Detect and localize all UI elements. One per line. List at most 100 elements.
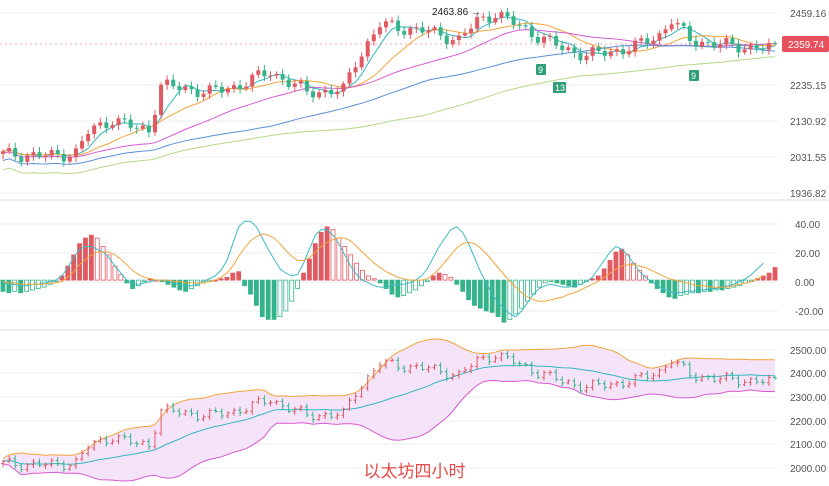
candle-body	[584, 55, 589, 61]
macd-tick-label: 40.00	[795, 220, 820, 231]
candle-body	[444, 35, 449, 45]
price-candle	[37, 147, 42, 160]
ohlc-bar	[529, 361, 534, 377]
price-candle	[663, 25, 668, 39]
ohlc-bar	[116, 434, 121, 445]
candle-body	[49, 150, 54, 156]
candle-body	[335, 91, 340, 95]
macd-histogram-bar	[301, 272, 306, 281]
macd-histogram-bar	[560, 279, 566, 285]
price-candle	[426, 25, 431, 38]
ohlc-bar	[359, 385, 364, 399]
macd-histogram-bar	[100, 246, 106, 281]
price-candle	[505, 7, 510, 20]
ohlc-bar	[687, 361, 692, 379]
candle-body	[298, 80, 303, 84]
price-candle	[140, 121, 145, 131]
candle-body	[201, 93, 206, 97]
candle-body	[645, 38, 650, 44]
candle-body	[487, 16, 492, 23]
candle-body	[554, 36, 559, 46]
ohlc-bar	[371, 367, 376, 379]
candle-body	[700, 41, 705, 47]
moving-average-line	[2, 44, 776, 165]
ohlc-bar	[37, 458, 42, 468]
ohlc-bar	[298, 404, 303, 412]
candle-body	[159, 84, 164, 115]
ohlc-bar	[268, 400, 273, 407]
ohlc-bar	[67, 464, 72, 471]
candle-body	[529, 26, 534, 38]
price-candle	[298, 77, 303, 88]
ohlc-bar	[621, 379, 626, 390]
price-candle	[481, 12, 486, 22]
macd-histogram-bar	[666, 279, 672, 298]
ohlc-bar	[201, 414, 206, 422]
candle-body	[766, 42, 771, 50]
candle-body	[19, 156, 24, 163]
price-candle	[712, 37, 717, 51]
price-candle	[365, 38, 370, 62]
candle-body	[286, 79, 291, 87]
macd-histogram-bar	[619, 248, 625, 281]
macd-dea-line	[2, 233, 764, 302]
price-candle	[61, 149, 66, 167]
price-candle	[760, 43, 765, 54]
price-candle	[116, 115, 121, 131]
price-candle	[73, 144, 78, 163]
ohlc-bar	[122, 432, 127, 440]
price-candle	[700, 37, 705, 50]
macd-tick-label: -20.00	[795, 307, 824, 318]
candle-body	[195, 89, 200, 97]
ohlc-bar	[110, 438, 115, 445]
candle-body	[633, 40, 638, 52]
macd-histogram-bar	[342, 246, 348, 281]
price-candle	[706, 39, 711, 48]
candle-body	[116, 118, 121, 126]
macd-histogram-bar	[613, 251, 619, 281]
boll-tick-label: 2000.00	[790, 464, 827, 475]
candle-body	[718, 44, 723, 48]
ohlc-bar	[195, 410, 200, 423]
price-candle	[335, 87, 340, 99]
macd-histogram-bar	[383, 279, 389, 289]
ohlc-bar	[481, 354, 486, 360]
ohlc-bar	[554, 368, 559, 382]
macd-histogram-bar	[477, 279, 483, 309]
candle-body	[681, 23, 686, 26]
sequential-count-label: 13	[555, 83, 565, 93]
price-candle	[621, 44, 626, 59]
price-candle	[286, 74, 291, 90]
price-candle	[122, 113, 127, 124]
ohlc-bar	[633, 373, 638, 388]
price-candle	[359, 52, 364, 71]
candle-body	[438, 27, 443, 36]
candle-body	[98, 122, 103, 126]
price-candle	[487, 11, 492, 28]
ohlc-bar	[493, 355, 498, 364]
price-candle	[347, 67, 352, 87]
macd-histogram-bar	[572, 279, 578, 288]
ohlc-bar	[365, 374, 370, 392]
ohlc-bar	[341, 407, 346, 419]
candle-body	[371, 34, 376, 42]
candle-body	[80, 141, 85, 149]
candle-body	[493, 17, 498, 23]
price-candle	[432, 24, 437, 34]
ohlc-bar	[475, 355, 480, 370]
price-candle	[67, 154, 72, 165]
macd-histogram-bar	[566, 279, 572, 287]
ohlc-bar	[329, 410, 334, 420]
last-price-label: 2359.74	[788, 40, 825, 51]
macd-histogram-bar	[365, 275, 371, 281]
candle-body	[590, 47, 595, 56]
candle-body	[663, 29, 668, 34]
ohlc-bar	[1, 460, 6, 467]
price-tick-label: 1936.82	[790, 189, 827, 200]
macd-histogram-bar	[772, 267, 778, 281]
ohlc-bar	[353, 392, 358, 404]
candle-body	[602, 50, 607, 56]
macd-histogram-bar	[118, 274, 124, 281]
candle-body	[578, 52, 583, 61]
macd-histogram-bar	[513, 279, 519, 315]
